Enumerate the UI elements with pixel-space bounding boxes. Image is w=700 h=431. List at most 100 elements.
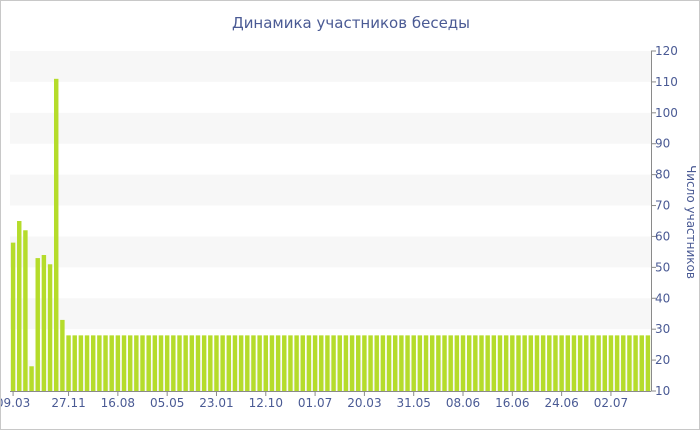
bar — [547, 335, 552, 391]
bar — [17, 221, 22, 391]
bar — [158, 335, 164, 391]
x-tick-label: 23.01 — [199, 396, 233, 410]
bar — [325, 335, 330, 391]
bar — [146, 335, 151, 391]
bar — [41, 255, 47, 391]
bar — [72, 335, 77, 391]
bar — [201, 335, 207, 391]
bar — [614, 335, 620, 391]
bar — [195, 335, 201, 391]
bar — [269, 335, 275, 391]
bar — [300, 335, 305, 391]
bar — [516, 335, 521, 391]
x-tick-label: 24.06 — [544, 396, 578, 410]
bar — [54, 78, 59, 392]
bar — [337, 335, 342, 391]
bar — [140, 335, 145, 391]
bar — [584, 335, 589, 391]
bar — [121, 335, 127, 391]
grid-band — [10, 236, 651, 268]
bar — [263, 335, 269, 391]
y-tick-label: 50 — [655, 260, 670, 274]
bar — [540, 335, 546, 391]
y-tick-label: 60 — [655, 229, 670, 243]
bar — [127, 335, 133, 391]
bar — [491, 335, 497, 391]
bar — [503, 335, 509, 391]
x-tick-label: 08.06 — [446, 396, 480, 410]
bar — [621, 335, 626, 391]
bar — [436, 335, 441, 391]
x-tick-label: 31.05 — [397, 396, 431, 410]
bar — [608, 335, 614, 391]
bar — [164, 335, 170, 391]
x-tick-label: 02.07 — [594, 396, 628, 410]
bar — [399, 335, 404, 391]
y-tick-label: 120 — [655, 44, 678, 58]
bar — [294, 335, 299, 391]
bar — [442, 335, 447, 391]
bar — [134, 335, 139, 391]
y-tick-label: 90 — [655, 137, 670, 151]
bar — [275, 335, 281, 391]
bar — [319, 335, 324, 391]
y-tick-label: 80 — [655, 168, 670, 182]
bar — [245, 335, 250, 391]
bar — [460, 335, 466, 391]
bar — [602, 335, 607, 391]
grid-band — [10, 298, 651, 330]
bar — [380, 335, 386, 391]
bar — [627, 335, 632, 391]
bar — [454, 335, 460, 391]
x-tick-label: 20.03 — [347, 396, 381, 410]
bar — [356, 335, 361, 391]
x-tick-label: 05.05 — [150, 396, 184, 410]
bar — [238, 335, 244, 391]
bar — [522, 335, 527, 391]
bar — [23, 230, 28, 391]
bar — [571, 335, 577, 391]
chart-title: Динамика участников беседы — [231, 14, 471, 32]
y-tick-label: 30 — [655, 322, 670, 336]
bar — [633, 335, 638, 391]
grid-band — [10, 112, 651, 144]
bar — [448, 335, 453, 391]
bar — [596, 335, 601, 391]
bars — [10, 78, 651, 392]
bar — [386, 335, 392, 391]
bar — [257, 335, 262, 391]
grid-band — [10, 174, 651, 206]
bar — [251, 335, 256, 391]
bar — [497, 335, 503, 391]
bar — [405, 335, 410, 391]
bar — [411, 335, 416, 391]
bar — [392, 335, 398, 391]
x-tick-label: 01.07 — [298, 396, 332, 410]
bar — [528, 335, 534, 391]
bar — [183, 335, 188, 391]
bar — [590, 335, 595, 391]
bar — [288, 335, 293, 391]
bar — [171, 335, 176, 391]
bar — [152, 335, 158, 391]
y-tick-label: 20 — [655, 353, 670, 367]
y-tick-label: 100 — [655, 106, 678, 120]
bar — [78, 335, 84, 391]
y-axis-label: Число участников — [684, 165, 698, 279]
grid-bands — [10, 51, 651, 391]
bar — [331, 335, 336, 391]
bar — [220, 335, 225, 391]
bar — [429, 335, 435, 391]
bar — [485, 335, 490, 391]
bar — [35, 258, 40, 391]
bar — [115, 335, 121, 391]
bar — [417, 335, 423, 391]
bar — [374, 335, 379, 391]
grid-band — [10, 51, 651, 82]
x-ticks: 09.03 27.11 16.08 05.05 23.01 12.10 01.07 20.03… — [1, 391, 628, 410]
bar — [466, 335, 472, 391]
bar — [534, 335, 540, 391]
bar — [306, 335, 312, 391]
bar — [343, 335, 349, 391]
